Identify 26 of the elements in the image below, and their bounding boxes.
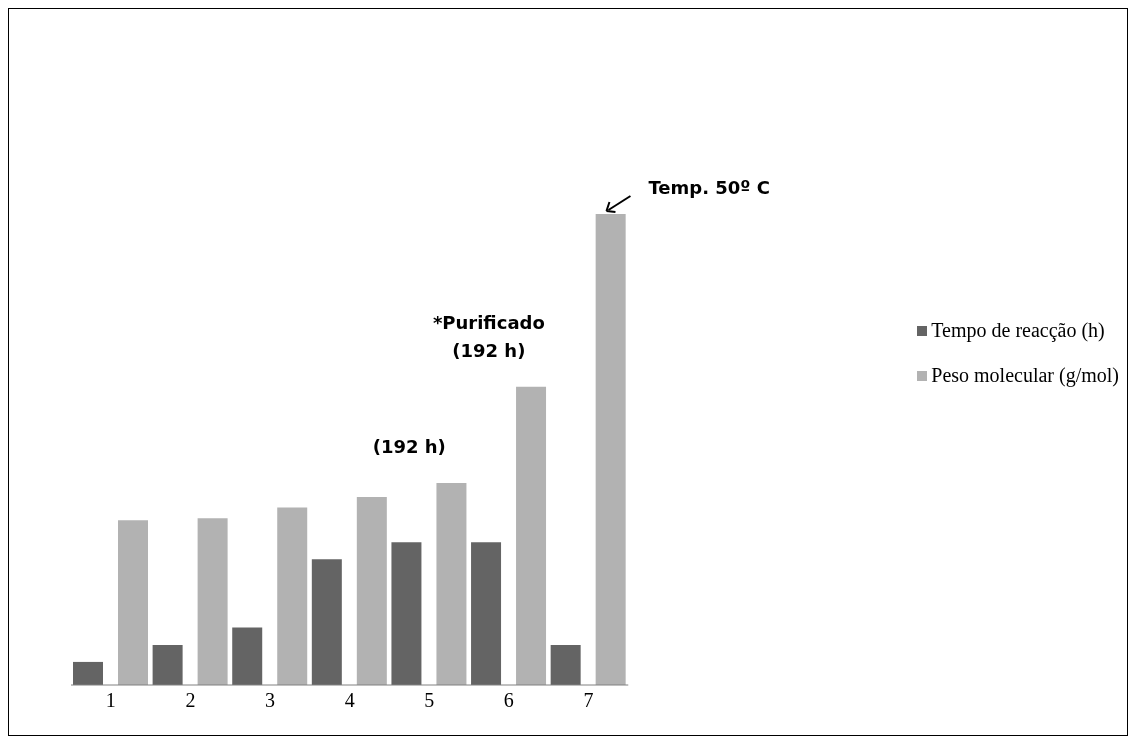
annotation: (192 h): [372, 435, 446, 457]
x-tick-label: 6: [503, 689, 514, 712]
bar: [595, 214, 626, 685]
bar: [391, 542, 422, 685]
bar: [277, 507, 308, 685]
bar: [118, 520, 148, 685]
x-tick-label: 5: [424, 689, 435, 712]
bar: [152, 644, 183, 685]
legend-label: Peso molecular (g/mol): [931, 364, 1119, 387]
x-tick-label: 2: [185, 689, 196, 712]
text: Temp. 50º C: [648, 177, 770, 198]
x-tick-label: 1: [105, 689, 116, 712]
bar: [73, 661, 103, 685]
legend-label: Tempo de reacção (h): [931, 319, 1105, 342]
bar: [197, 518, 228, 685]
bar: [550, 644, 581, 685]
bar: [516, 386, 547, 685]
bar: [311, 559, 342, 685]
x-tick-label: 3: [265, 689, 276, 712]
bar: [436, 482, 467, 685]
bar: [232, 627, 263, 685]
bar: [356, 497, 387, 685]
x-tick-label: 4: [344, 689, 355, 712]
annotation: *Purificado (192 h): [432, 311, 545, 361]
x-tick-label: 7: [583, 689, 594, 712]
bar: [471, 542, 502, 685]
